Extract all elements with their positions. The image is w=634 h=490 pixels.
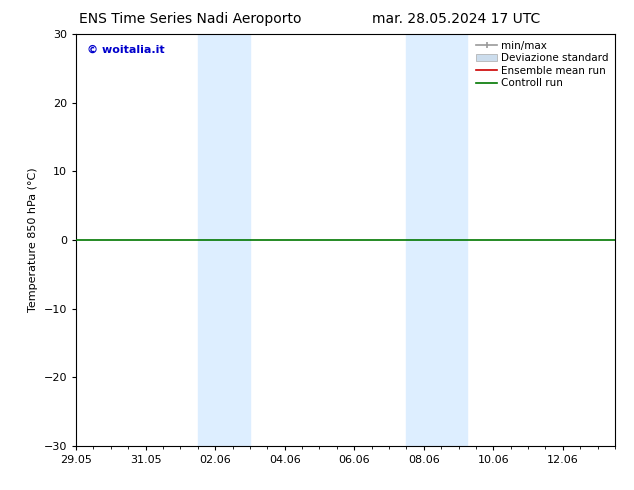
Text: ENS Time Series Nadi Aeroporto: ENS Time Series Nadi Aeroporto xyxy=(79,12,301,26)
Legend: min/max, Deviazione standard, Ensemble mean run, Controll run: min/max, Deviazione standard, Ensemble m… xyxy=(473,37,612,92)
Bar xyxy=(406,34,467,446)
Y-axis label: Temperature 850 hPa (°C): Temperature 850 hPa (°C) xyxy=(28,168,38,313)
Text: © woitalia.it: © woitalia.it xyxy=(87,45,164,54)
Text: mar. 28.05.2024 17 UTC: mar. 28.05.2024 17 UTC xyxy=(372,12,541,26)
Bar xyxy=(198,34,250,446)
